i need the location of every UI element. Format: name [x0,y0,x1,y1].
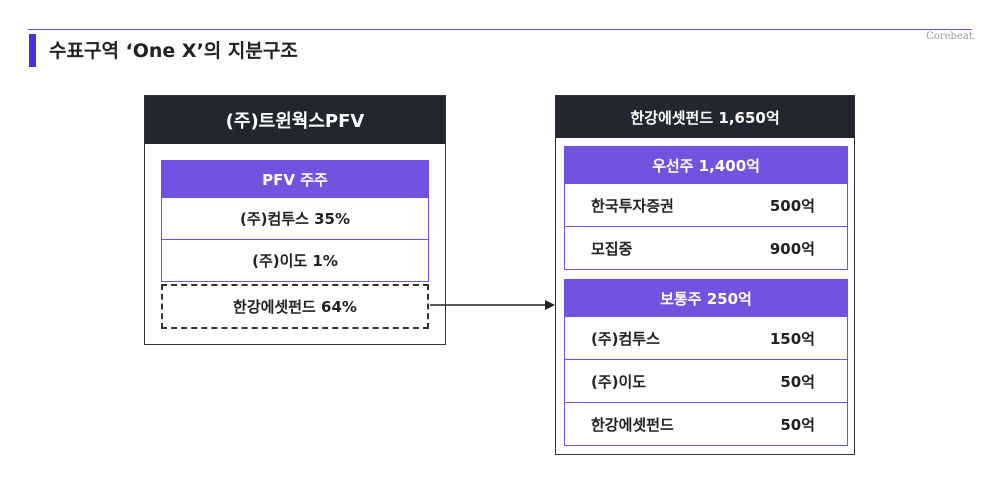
preferred-holder-amount: 500억 [769,196,815,215]
common-share-row: 한강에셋펀드 50억 [564,403,848,446]
preferred-share-table: 우선주 1,400억 한국투자증권 500억 모집중 900억 [564,146,848,270]
page-title: 수표구역 ‘One X’의 지분구조 [49,40,298,62]
common-holder-amount: 150억 [769,329,815,348]
common-holder-name: 한강에셋펀드 [591,415,674,434]
pfv-shareholder-row: (주)컴투스 35% [161,198,429,240]
common-share-table: 보통주 250억 (주)컴투스 150억 (주)이도 50억 한강에셋펀드 50… [564,279,848,446]
common-holder-amount: 50억 [780,372,815,391]
common-share-header: 보통주 250억 [564,279,848,317]
pfv-shareholder-table: PFV 주주 (주)컴투스 35% (주)이도 1% [161,160,429,282]
pfv-box-header: (주)트윈웍스PFV [145,96,445,144]
preferred-share-row: 모집중 900억 [564,227,848,270]
common-holder-name: (주)컴투스 [591,329,660,348]
pfv-box: (주)트윈웍스PFV PFV 주주 (주)컴투스 35% (주)이도 1% 한강… [144,95,446,345]
pfv-shareholder-row: (주)이도 1% [161,240,429,282]
top-divider-line [28,29,972,30]
pfv-shareholder-table-header: PFV 주주 [161,160,429,198]
common-share-row: (주)컴투스 150억 [564,317,848,360]
pfv-shareholder-highlight-row: 한강에셋펀드 64% [161,284,429,329]
brand-watermark: Corebeat. [926,31,976,42]
fund-box: 한강에셋펀드 1,650억 우선주 1,400억 한국투자증권 500억 모집중… [555,95,855,455]
title-accent-bar [29,34,36,67]
preferred-holder-name: 모집중 [591,239,633,258]
common-holder-amount: 50억 [780,415,815,434]
common-holder-name: (주)이도 [591,372,647,391]
preferred-holder-name: 한국투자증권 [591,196,674,215]
preferred-holder-amount: 900억 [769,239,815,258]
preferred-share-row: 한국투자증권 500억 [564,184,848,227]
preferred-share-header: 우선주 1,400억 [564,146,848,184]
common-share-row: (주)이도 50억 [564,360,848,403]
fund-box-header: 한강에셋펀드 1,650억 [556,96,854,138]
